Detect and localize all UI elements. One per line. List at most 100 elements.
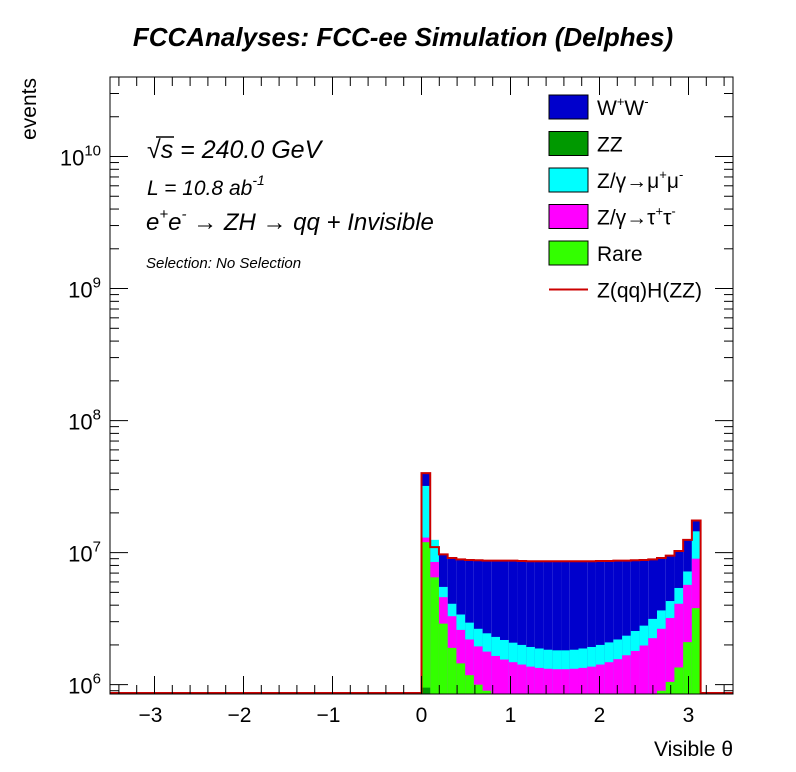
x-tick-label: 2 <box>594 704 606 727</box>
x-tick-label: −3 <box>139 704 163 727</box>
signal-line-group <box>110 472 733 694</box>
bar-tautau <box>613 659 623 694</box>
bar-ww <box>561 561 570 694</box>
legend-entry-ww: W+W- <box>548 94 649 120</box>
y-tick-exp: 7 <box>93 539 101 556</box>
annotations: √s = 240.0 GeV L = 10.8 ab-1 e+e- → ZH →… <box>146 136 434 272</box>
x-tick-label: 0 <box>416 704 428 727</box>
legend-label-base: ZZ <box>597 134 623 157</box>
bar-tautau <box>456 629 466 694</box>
bar-tautau <box>508 662 518 694</box>
annotation-process: e+e- → ZH → qq + Invisible <box>146 206 434 236</box>
bar-rare <box>465 675 474 694</box>
bar-ww <box>543 561 553 694</box>
bar-tautau <box>569 668 579 694</box>
bar-tautau <box>639 645 649 694</box>
bar-zz <box>421 687 431 694</box>
lumi-exponent: -1 <box>252 172 264 188</box>
bar-ww <box>578 561 588 694</box>
y-tick-base: 10 <box>60 145 84 170</box>
bar-tautau <box>534 667 544 694</box>
y-tick-exp: 10 <box>84 142 101 159</box>
bar-ww <box>569 561 579 694</box>
legend-swatch <box>548 94 589 120</box>
bar-tautau <box>561 669 570 694</box>
process-e2: e <box>168 209 181 236</box>
bar-tautau <box>499 659 509 694</box>
bar-ww <box>595 560 605 694</box>
legend-label-mid: W <box>624 97 644 120</box>
bar-ww <box>622 560 631 694</box>
legend-label-base: Z(qq)H(ZZ) <box>597 280 702 303</box>
x-axis-label: Visible θ <box>654 738 733 761</box>
bar-tautau <box>465 639 474 694</box>
y-tick-base: 10 <box>68 542 92 567</box>
legend-label: Z(qq)H(ZZ) <box>597 280 702 303</box>
bar-tautau <box>595 664 605 694</box>
signal-line <box>110 472 733 694</box>
y-tick-label: 106 <box>68 671 101 699</box>
legend-label-sup: - <box>679 167 683 182</box>
bar-rare <box>456 663 466 694</box>
process-plus: + <box>159 206 168 223</box>
legend-entry-signal: Z(qq)H(ZZ) <box>549 280 702 303</box>
y-tick-label: 109 <box>68 275 101 303</box>
bar-tautau <box>543 668 553 694</box>
legend-label-sup: + <box>617 94 625 109</box>
legend-swatch <box>548 167 589 193</box>
y-axis-label: events <box>18 78 41 140</box>
legend-label: Rare <box>597 243 643 266</box>
bar-rare <box>656 690 666 694</box>
bar-tautau <box>674 603 684 694</box>
bar-ww <box>517 560 527 694</box>
bar-ww <box>613 560 623 694</box>
bar-tautau <box>482 651 492 694</box>
legend-label-base: Z/γ→τ <box>597 207 656 230</box>
legend-entry-tautau: Z/γ→τ+τ- <box>548 204 676 230</box>
bar-tautau <box>656 628 666 694</box>
y-tick-base: 10 <box>68 674 92 699</box>
chart-title: FCCAnalyses: FCC-ee Simulation (Delphes) <box>133 22 673 52</box>
bar-tautau <box>578 667 588 694</box>
lumi-text: L = 10.8 ab <box>147 177 253 200</box>
bar-ww <box>552 561 562 694</box>
bar-ww <box>482 560 492 694</box>
bar-tautau <box>665 617 675 694</box>
legend-entry-mumu: Z/γ→μ+μ- <box>548 167 683 193</box>
bar-ww <box>630 560 640 694</box>
legend-swatch <box>548 240 589 266</box>
bar-ww <box>526 561 535 694</box>
bar-rare <box>665 681 675 694</box>
bar-rare <box>482 690 492 694</box>
legend-entry-rare: Rare <box>548 240 643 266</box>
y-tick-label: 107 <box>68 539 101 567</box>
x-tick-label: 3 <box>683 704 695 727</box>
legend-label: Z/γ→τ+τ- <box>597 204 676 230</box>
bar-tautau <box>587 666 596 694</box>
sqrt-s-value: = 240.0 GeV <box>173 136 323 164</box>
bar-rare <box>438 623 448 694</box>
legend-label-sup: + <box>659 167 667 182</box>
bar-ww <box>473 560 483 694</box>
bar-tautau <box>683 584 692 694</box>
legend-label-mid: τ <box>663 207 672 230</box>
x-tick-label: −1 <box>317 704 341 727</box>
process-minus: - <box>181 206 186 223</box>
bar-ww <box>508 560 518 694</box>
y-tick-exp: 9 <box>93 275 101 292</box>
bar-rare <box>691 608 701 694</box>
bar-tautau <box>552 669 562 694</box>
legend-label-sup: + <box>655 204 663 219</box>
legend-label-base: Z/γ→μ <box>597 170 659 193</box>
bar-rare <box>674 667 684 694</box>
stacked-bars <box>421 473 701 694</box>
bar-tautau <box>622 655 631 694</box>
bar-ww <box>604 560 614 694</box>
annotation-sqrt-s: √s = 240.0 GeV <box>147 136 324 164</box>
y-tick-base: 10 <box>68 410 92 435</box>
legend-label: ZZ <box>597 134 623 157</box>
bar-rare <box>421 542 431 694</box>
annotation-luminosity: L = 10.8 ab-1 <box>147 172 265 200</box>
